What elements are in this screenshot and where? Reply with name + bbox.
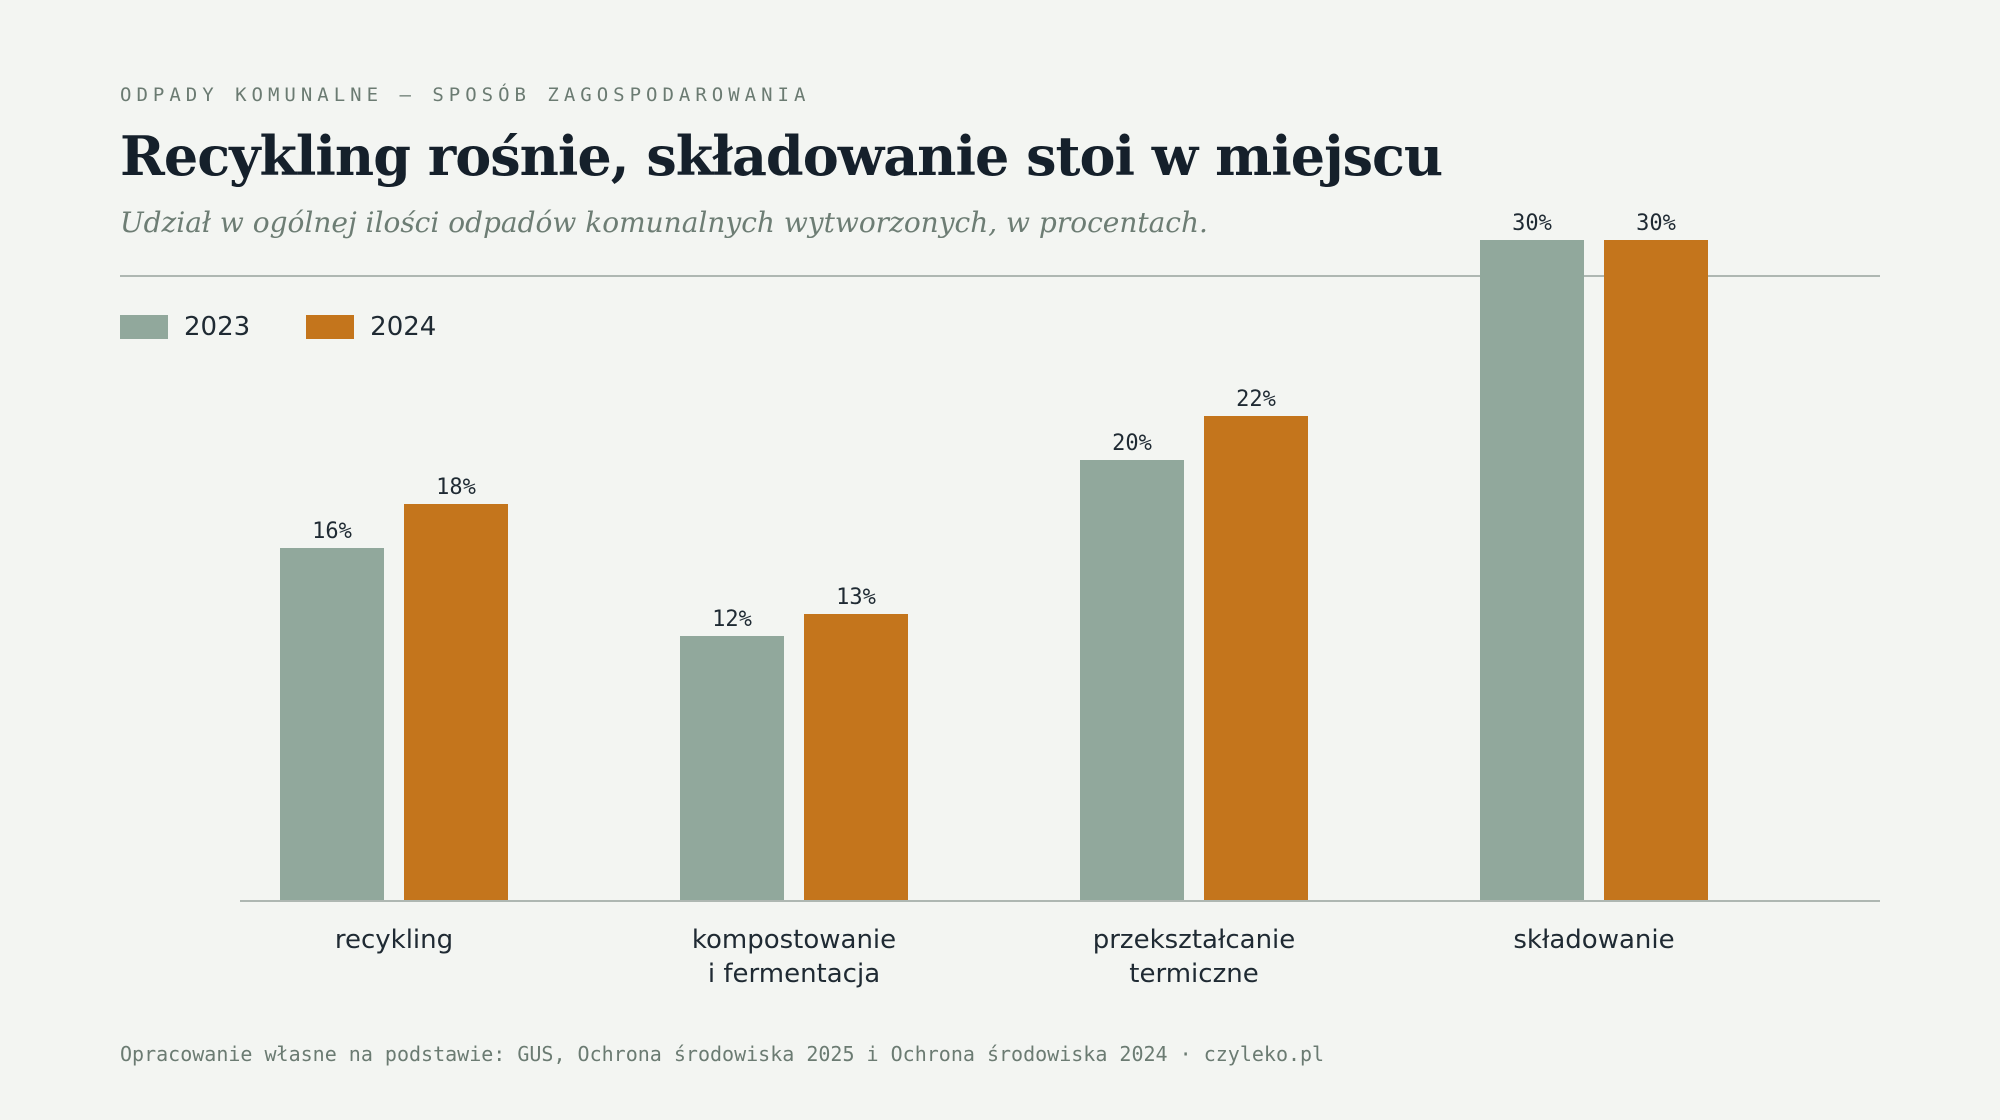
legend-label-2024: 2024 <box>370 312 437 342</box>
bar-value-label: 30% <box>1636 211 1676 236</box>
legend-label-2023: 2023 <box>184 312 251 342</box>
bar-2024-1 <box>804 614 908 900</box>
category-label: termiczne <box>1129 959 1258 989</box>
header-divider <box>120 275 1880 277</box>
source-note: Opracowanie własne na podstawie: GUS, Oc… <box>120 1042 1325 1066</box>
bar-2024-2 <box>1204 416 1308 900</box>
category-label: recykling <box>335 925 453 955</box>
category-label: składowanie <box>1513 925 1674 955</box>
bar-value-label: 12% <box>712 607 752 632</box>
legend-item-2023: 2023 <box>120 312 250 342</box>
bar-value-label: 22% <box>1236 387 1276 412</box>
category-label: przekształcanie <box>1093 925 1296 955</box>
bar-2023-3 <box>1480 240 1584 900</box>
bar-value-label: 18% <box>436 475 476 500</box>
bar-value-label: 13% <box>836 585 876 610</box>
bar-2024-3 <box>1604 240 1708 900</box>
bar-value-label: 16% <box>312 519 352 544</box>
bar-2023-2 <box>1080 460 1184 900</box>
legend-swatch-2023 <box>120 315 168 339</box>
bar-2024-0 <box>404 504 508 900</box>
bar-2023-1 <box>680 636 784 900</box>
bar-2023-0 <box>280 548 384 900</box>
legend-swatch-2024 <box>306 315 355 339</box>
bar-value-label: 30% <box>1512 211 1552 236</box>
chart-legend: 2023 2024 <box>120 312 492 342</box>
category-label: i fermentacja <box>708 959 880 989</box>
chart-kicker: ODPADY KOMUNALNE — SPOSÓB ZAGOSPODAROWAN… <box>120 84 811 106</box>
chart-subtitle: Udział w ogólnej ilości odpadów komunaln… <box>120 206 1208 239</box>
bar-value-label: 20% <box>1112 431 1152 456</box>
chart-title: Recykling rośnie, składowanie stoi w mie… <box>120 124 1443 188</box>
category-label: kompostowanie <box>692 925 896 955</box>
legend-item-2024: 2024 <box>306 312 436 342</box>
